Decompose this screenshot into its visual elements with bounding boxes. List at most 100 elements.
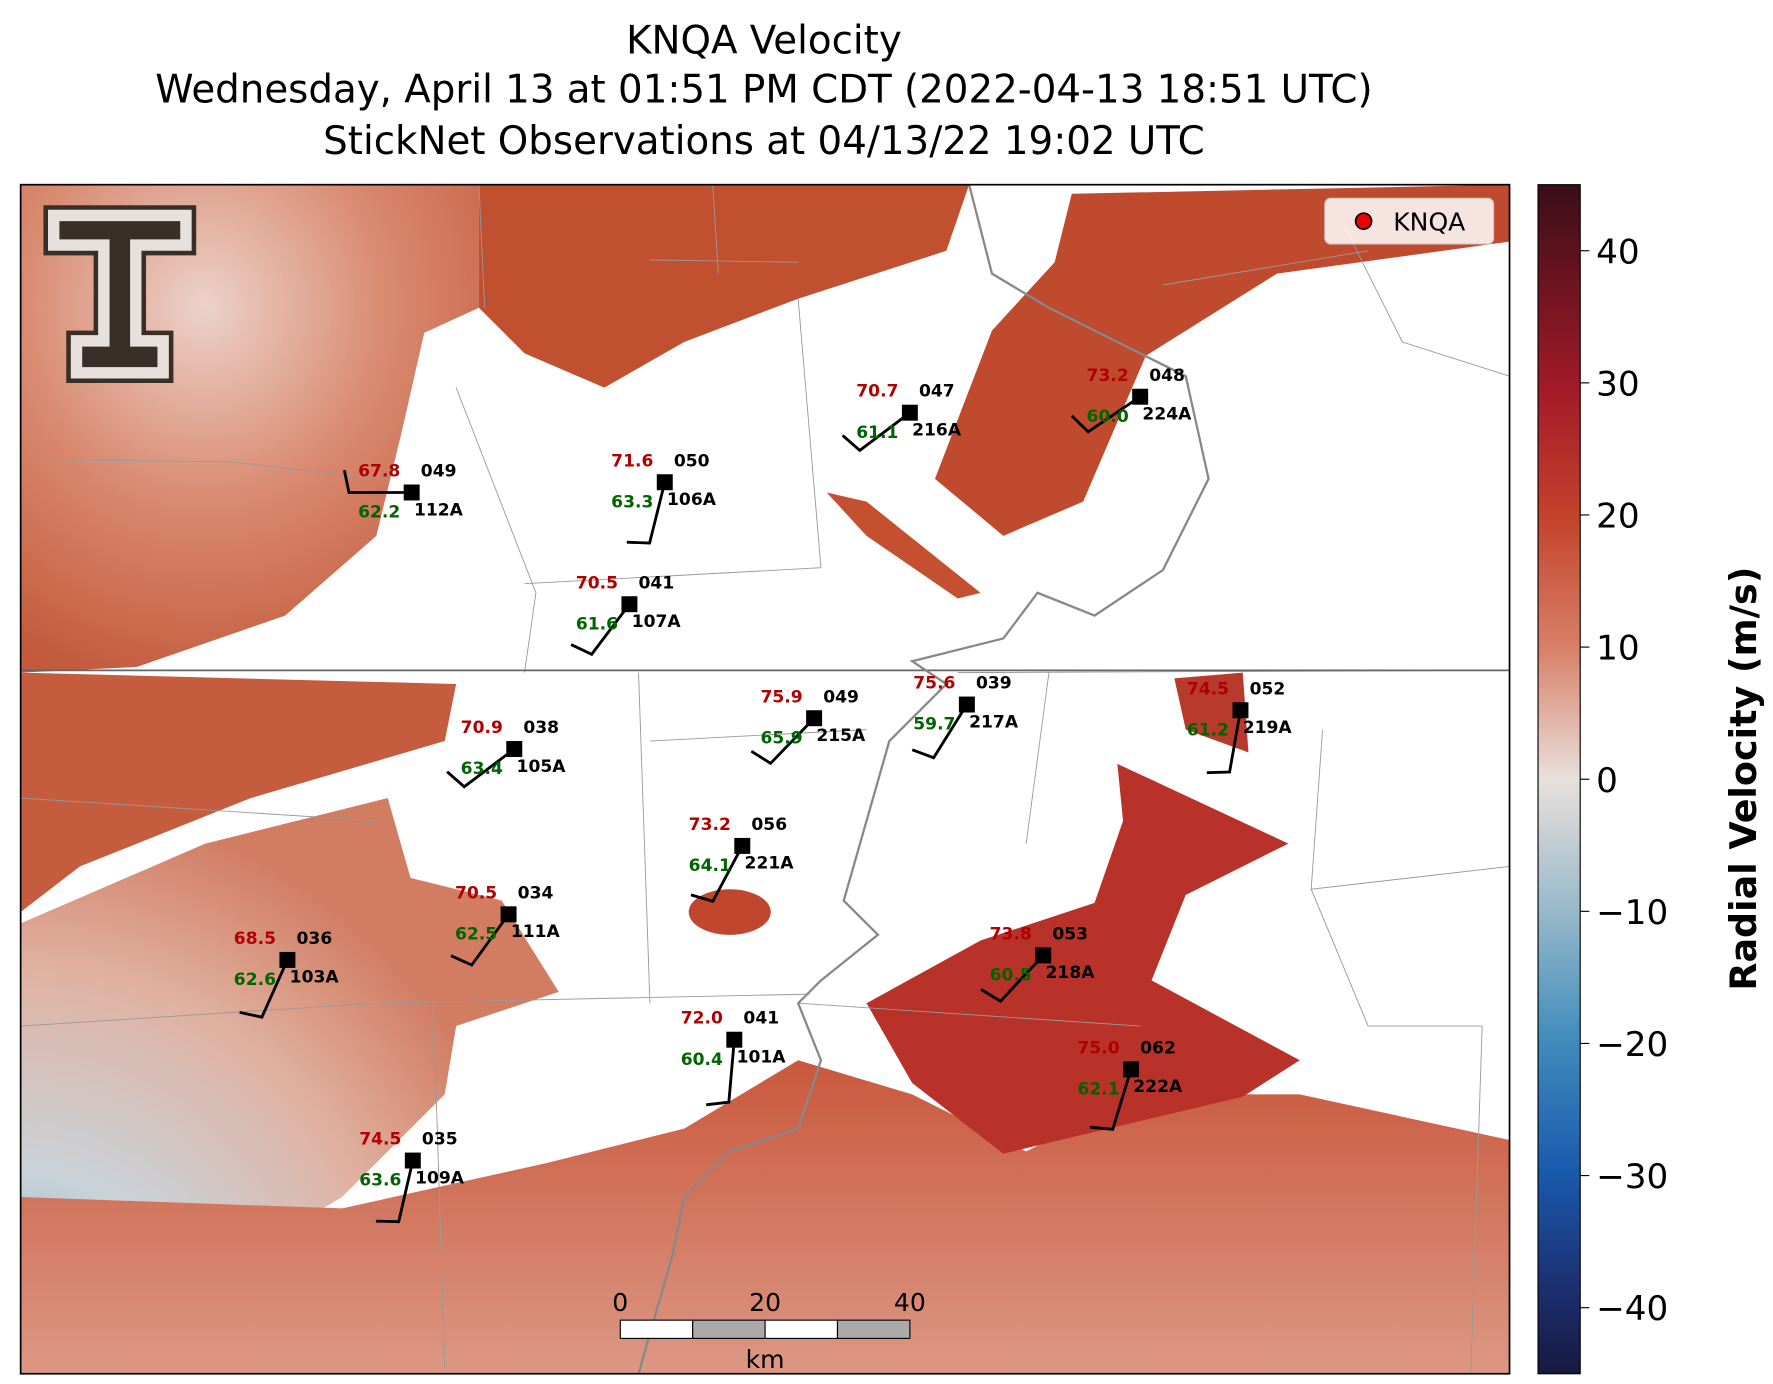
colorbar: Radial Velocity (m/s) −40 −30 −20 −10 0 10 20 3…: [1537, 184, 1765, 1375]
dewpoint: 61.2: [1187, 720, 1229, 740]
radar-echo: [478, 184, 970, 388]
river: [637, 184, 1210, 1375]
dewpoint: 60.5: [990, 965, 1032, 985]
wind-barb: [375, 1160, 415, 1224]
stations: 67.8 049 62.2 112A 71.6 050 63.3 106A 70.7 047 61.…: [234, 366, 1292, 1224]
colorbar-tick-label: 10: [1596, 629, 1640, 669]
county-lines: [20, 184, 1510, 1374]
station-id: 105A: [517, 757, 567, 777]
station-id: 221A: [745, 854, 795, 874]
colorbar-ramp: [1537, 184, 1581, 1375]
station-code: 048: [1149, 366, 1185, 386]
station-code: 036: [297, 929, 333, 949]
temperature: 75.6: [913, 674, 955, 694]
temperature: 72.0: [681, 1009, 723, 1029]
colorbar-label: Radial Velocity (m/s): [1722, 567, 1765, 991]
wind-barb: [706, 1039, 736, 1107]
wind-barb: [1206, 709, 1242, 775]
colorbar-tick-label: −30: [1596, 1157, 1668, 1197]
station-code: 041: [743, 1009, 779, 1029]
station-marker: [404, 1152, 421, 1169]
scale-segment: [692, 1319, 766, 1339]
wind-barb: [446, 747, 516, 789]
map-frame: [19, 183, 1511, 1375]
station-code: 050: [674, 451, 710, 471]
station-id: 112A: [414, 500, 464, 520]
subtitle: StickNet Observations at 04/13/22 19:02 …: [323, 119, 1205, 164]
station-marker: [1132, 388, 1149, 405]
wind-barb: [626, 481, 667, 545]
temperature: 70.5: [455, 883, 497, 903]
radar-echo: [20, 672, 457, 913]
wind-barb: [750, 717, 816, 766]
temperature: 70.5: [576, 573, 618, 593]
temperature: 70.9: [461, 718, 503, 738]
scale-segment: [764, 1319, 839, 1339]
colorbar-tick-label: −40: [1596, 1289, 1668, 1329]
dewpoint: 62.1: [1077, 1079, 1119, 1099]
dewpoint: 64.1: [689, 856, 731, 876]
wind-barb: [450, 913, 510, 967]
station-id: 101A: [737, 1048, 787, 1068]
subtitle: Wednesday, April 13 at 01:51 PM CDT (202…: [155, 68, 1372, 113]
title: KNQA Velocity: [626, 19, 902, 64]
temperature: 68.5: [234, 929, 276, 949]
wind-barb: [1089, 1068, 1133, 1131]
station-marker: [621, 596, 638, 613]
station-code: 052: [1250, 679, 1286, 699]
station-code: 035: [422, 1130, 458, 1150]
colorbar-tick-label: −20: [1596, 1025, 1668, 1065]
legend-label: KNQA: [1393, 207, 1465, 236]
station-id: 106A: [667, 490, 717, 510]
station-code: 041: [639, 573, 675, 593]
radar-echo: [826, 492, 981, 599]
temperature: 75.0: [1077, 1038, 1119, 1058]
legend-marker: [1354, 212, 1373, 231]
station-id: 111A: [511, 922, 561, 942]
temperature: 70.7: [856, 382, 898, 402]
dewpoint: 63.6: [359, 1171, 401, 1191]
station-marker: [656, 474, 673, 491]
temperature: 67.8: [358, 462, 400, 482]
scale-label: 40: [894, 1288, 926, 1317]
station-code: 034: [518, 883, 554, 903]
station-marker: [1232, 702, 1249, 719]
dewpoint: 62.5: [455, 924, 497, 944]
wind-barb: [841, 411, 911, 453]
temperature: 73.2: [689, 815, 731, 835]
station-id: 107A: [632, 612, 682, 632]
dewpoint: 59.7: [913, 715, 955, 735]
station-marker: [901, 404, 918, 421]
scale-bar: 0 20 40 km: [612, 1288, 926, 1374]
station-id: 216A: [912, 420, 962, 440]
station-id: 224A: [1142, 405, 1192, 425]
station-code: 056: [751, 815, 787, 835]
station-marker: [1035, 947, 1052, 964]
station-marker: [500, 906, 517, 923]
radar-echo: [688, 889, 771, 935]
wind-barb: [570, 603, 631, 657]
dewpoint: 60.0: [1087, 407, 1129, 427]
scale-segment: [619, 1319, 694, 1339]
radar-echo: [1174, 672, 1249, 753]
station-marker: [403, 484, 420, 501]
temperature: 73.8: [990, 924, 1032, 944]
colorbar-tick-label: 20: [1596, 497, 1640, 537]
wind-barb: [911, 703, 969, 760]
legend: [1324, 197, 1495, 245]
dewpoint: 65.9: [761, 728, 803, 748]
station-marker: [806, 710, 823, 727]
dewpoint: 61.1: [856, 423, 898, 443]
temperature: 73.2: [1087, 366, 1129, 386]
scale-label: 0: [612, 1288, 628, 1317]
station-code: 039: [976, 674, 1012, 694]
station-code: 047: [919, 382, 955, 402]
scale-unit: km: [746, 1345, 785, 1374]
scale-label: 20: [749, 1288, 781, 1317]
station-code: 049: [823, 687, 859, 707]
station-code: 053: [1052, 924, 1088, 944]
map: 67.8 049 62.2 112A 71.6 050 63.3 106A 70.7 047 61.…: [19, 183, 1511, 1375]
station-id: 103A: [290, 968, 340, 988]
dewpoint: 62.2: [358, 503, 400, 523]
